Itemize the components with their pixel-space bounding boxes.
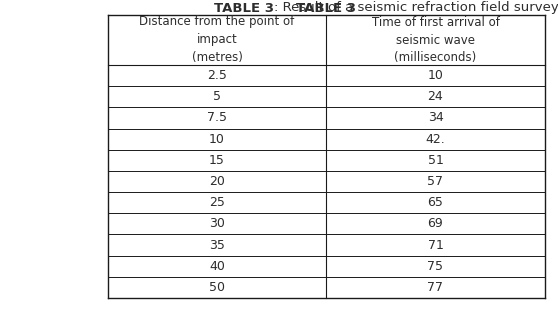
- Text: 34: 34: [427, 112, 444, 124]
- Text: 10: 10: [209, 133, 225, 146]
- Text: Distance from the point of
impact
(metres): Distance from the point of impact (metre…: [140, 16, 295, 64]
- Text: 77: 77: [427, 281, 444, 294]
- Text: : Result of a seismic refraction field survey: : Result of a seismic refraction field s…: [275, 2, 558, 15]
- Text: 40: 40: [209, 260, 225, 273]
- Text: 57: 57: [427, 175, 444, 188]
- Text: 65: 65: [427, 196, 444, 209]
- Text: 71: 71: [427, 239, 444, 251]
- Text: 51: 51: [427, 154, 444, 167]
- Text: 5: 5: [213, 90, 221, 103]
- Text: TABLE 3: TABLE 3: [296, 2, 357, 15]
- Text: 75: 75: [427, 260, 444, 273]
- Text: Time of first arrival of
seismic wave
(milliseconds): Time of first arrival of seismic wave (m…: [372, 16, 499, 64]
- Text: 35: 35: [209, 239, 225, 251]
- Text: TABLE 3: TABLE 3: [214, 2, 275, 15]
- Text: 42.: 42.: [426, 133, 445, 146]
- Text: 20: 20: [209, 175, 225, 188]
- Text: 24: 24: [427, 90, 444, 103]
- Text: 30: 30: [209, 217, 225, 230]
- Text: 15: 15: [209, 154, 225, 167]
- Text: 69: 69: [427, 217, 444, 230]
- Text: 7.5: 7.5: [207, 112, 227, 124]
- Text: 10: 10: [427, 69, 444, 82]
- Text: 50: 50: [209, 281, 225, 294]
- Text: 2.5: 2.5: [207, 69, 227, 82]
- Text: 25: 25: [209, 196, 225, 209]
